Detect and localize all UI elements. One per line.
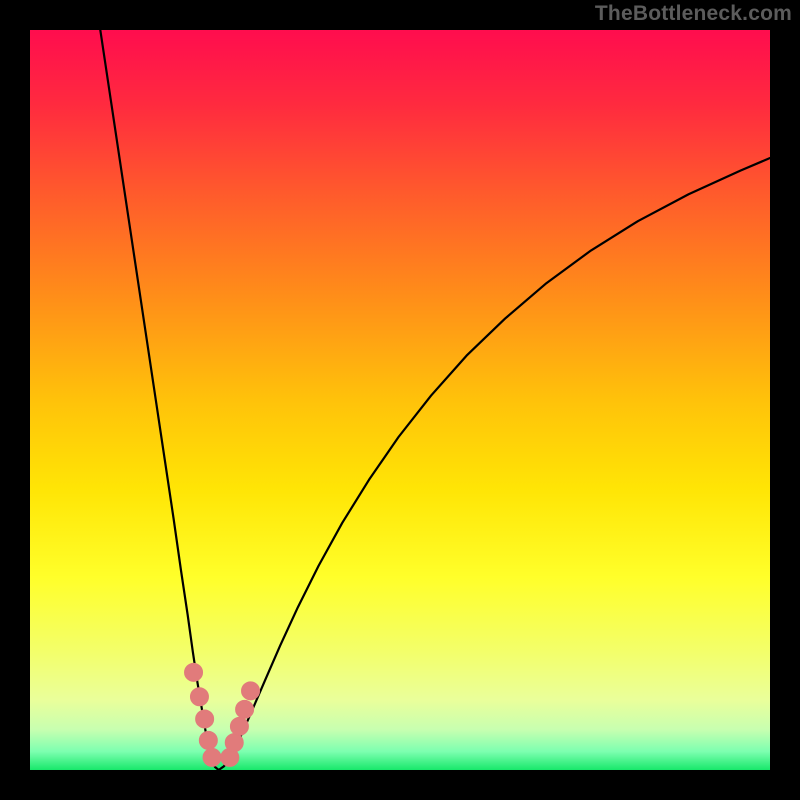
marker-point	[190, 688, 208, 706]
plot-background	[30, 30, 770, 770]
bottleneck-chart	[0, 0, 800, 800]
marker-point	[203, 748, 221, 766]
marker-point	[199, 731, 217, 749]
watermark-label: TheBottleneck.com	[595, 2, 792, 26]
marker-point	[225, 734, 243, 752]
marker-point	[242, 682, 260, 700]
chart-frame: TheBottleneck.com	[0, 0, 800, 800]
marker-point	[185, 663, 203, 681]
marker-point	[196, 710, 214, 728]
marker-point	[236, 700, 254, 718]
marker-point	[230, 717, 248, 735]
